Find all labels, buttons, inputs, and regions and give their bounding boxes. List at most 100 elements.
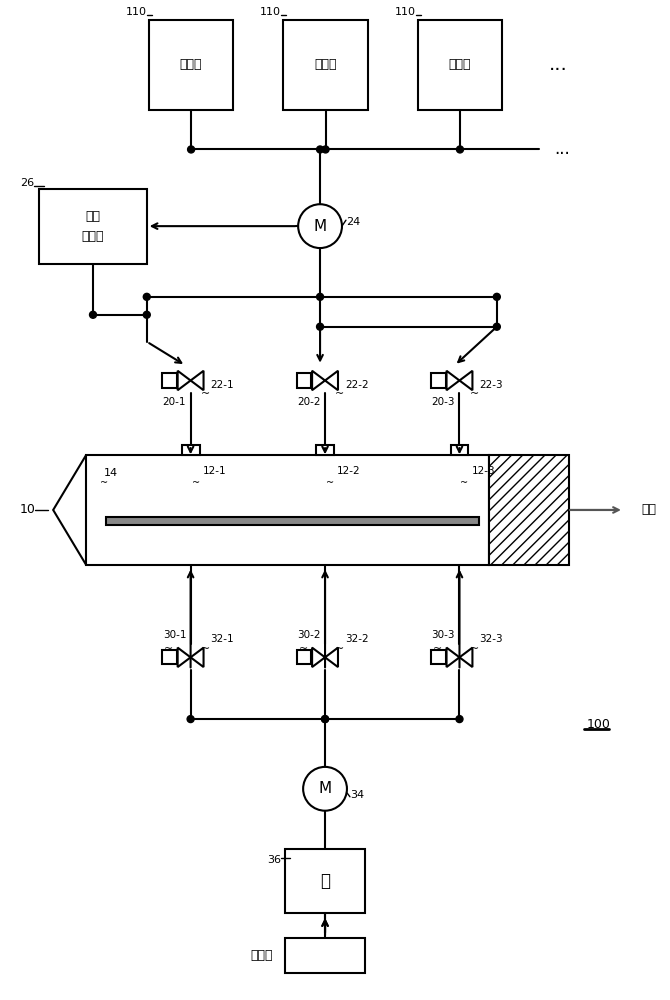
Text: 30-2: 30-2 [297,630,321,640]
Text: 26: 26 [20,178,34,188]
Text: ~: ~ [164,383,174,393]
Text: 泵: 泵 [320,872,330,890]
Circle shape [322,716,328,723]
Bar [285,938,365,973]
Text: 30-3: 30-3 [431,630,455,640]
Text: 32-1: 32-1 [210,634,234,644]
Text: 废气源: 废气源 [180,58,202,71]
Bar [297,373,311,388]
Text: ~: ~ [201,389,210,399]
Polygon shape [178,648,190,667]
Circle shape [188,146,194,153]
Circle shape [493,293,500,300]
Text: 废气源: 废气源 [449,58,471,71]
Text: ~: ~ [299,644,308,654]
Text: 控制部: 控制部 [82,230,105,243]
Bar [297,650,311,664]
Text: 废水: 废水 [642,503,657,516]
Circle shape [322,716,328,723]
Text: ~: ~ [470,389,479,399]
Polygon shape [53,455,86,565]
Text: 12-3: 12-3 [472,466,495,476]
Text: 12-1: 12-1 [202,466,226,476]
Polygon shape [325,371,338,390]
Text: ~: ~ [336,389,344,399]
Text: 22-1: 22-1 [210,380,234,390]
Circle shape [456,146,464,153]
Text: 36: 36 [267,855,281,865]
Polygon shape [312,371,325,390]
Text: 22-2: 22-2 [345,380,369,390]
Text: 10: 10 [19,503,36,516]
Text: ~: ~ [201,644,210,654]
Bar [162,373,177,388]
Text: 24: 24 [346,217,360,227]
Text: M: M [314,219,326,234]
Bar [285,849,365,913]
Bar [431,650,446,664]
Text: ~: ~ [192,478,200,488]
Text: ~: ~ [326,478,334,488]
Polygon shape [178,371,190,390]
Circle shape [493,323,500,330]
Circle shape [90,311,96,318]
Circle shape [317,293,324,300]
Text: 20-3: 20-3 [431,397,455,407]
Circle shape [456,716,463,723]
Text: 32-3: 32-3 [480,634,503,644]
Bar [450,445,468,455]
Polygon shape [460,648,472,667]
Text: 30-1: 30-1 [163,630,186,640]
Bar [316,445,334,455]
Text: 取水口: 取水口 [251,949,273,962]
Text: 20-2: 20-2 [297,397,321,407]
Text: 22-3: 22-3 [480,380,503,390]
Text: 34: 34 [350,790,364,800]
Bar [283,20,368,110]
Text: ~: ~ [164,644,174,654]
Circle shape [322,146,329,153]
Circle shape [317,146,324,153]
Text: ~: ~ [100,478,108,488]
Polygon shape [460,371,472,390]
Polygon shape [190,648,204,667]
Bar [162,650,177,664]
Circle shape [187,716,194,723]
Text: 32-2: 32-2 [345,634,369,644]
Bar [182,445,200,455]
Circle shape [317,323,324,330]
Text: 110: 110 [395,7,415,17]
Text: 100: 100 [587,718,611,731]
Bar [106,517,480,525]
Bar [417,20,502,110]
Text: ~: ~ [433,644,442,654]
Text: ~: ~ [433,383,442,393]
Text: M: M [318,781,332,796]
Circle shape [303,767,347,811]
Polygon shape [446,648,460,667]
Text: 20-1: 20-1 [163,397,186,407]
Bar [489,455,569,565]
Polygon shape [312,648,325,667]
Bar [431,373,446,388]
Polygon shape [190,371,204,390]
Text: ~: ~ [460,478,468,488]
Circle shape [143,293,150,300]
Polygon shape [446,371,460,390]
Bar [40,189,147,264]
Text: ...: ... [554,140,570,158]
Text: ~: ~ [336,644,344,654]
Text: 废气源: 废气源 [314,58,337,71]
Text: ~: ~ [299,383,308,393]
Text: 12-2: 12-2 [337,466,360,476]
Text: ~: ~ [470,644,479,654]
Text: 110: 110 [260,7,281,17]
Circle shape [143,311,150,318]
Text: ...: ... [549,55,568,74]
Text: 开口: 开口 [86,210,100,223]
Text: 14: 14 [104,468,118,478]
Circle shape [298,204,342,248]
Bar [149,20,233,110]
Bar [86,455,489,565]
Text: 110: 110 [126,7,147,17]
